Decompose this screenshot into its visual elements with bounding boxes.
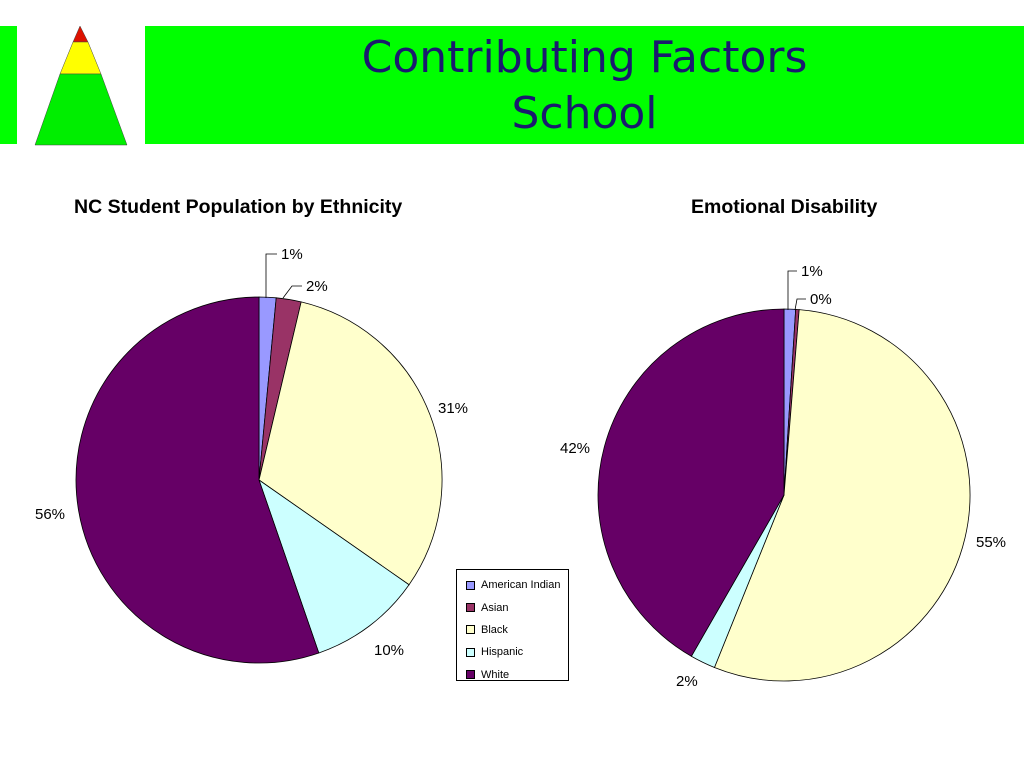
data-label-american-indian: 1% — [801, 263, 823, 280]
legend-swatch-white — [466, 670, 475, 680]
legend-label: American Indian — [481, 579, 561, 592]
legend-label: Asian — [481, 601, 509, 614]
legend-item: Hispanic — [457, 641, 568, 663]
leader-line-asian — [794, 298, 806, 311]
legend-label: Black — [481, 623, 508, 636]
leader-line-american-indian — [787, 270, 797, 310]
legend-swatch-hispanic — [466, 647, 475, 657]
pyramid-bottom-icon — [34, 73, 128, 146]
leader-line-american-indian — [265, 253, 277, 298]
data-label-asian: 0% — [810, 291, 832, 308]
pie-slice-black — [258, 301, 443, 586]
legend-item: Asian — [457, 596, 568, 618]
slide-title-line-2: School — [511, 88, 658, 139]
legend-item: Black — [457, 619, 568, 641]
legend-swatch-black — [466, 625, 475, 635]
pie-slice-white — [75, 296, 320, 664]
data-label-american-indian: 1% — [281, 246, 303, 263]
pie-slice-black — [713, 309, 971, 682]
legend-item: White — [457, 664, 568, 686]
header-band — [145, 26, 1024, 144]
legend-item: American Indian — [457, 574, 568, 596]
legend-label: White — [481, 668, 510, 681]
chart-title-emotional-disability: Emotional Disability — [691, 196, 878, 218]
leader-line-asian — [282, 285, 302, 299]
pie-slice-hispanic — [258, 478, 410, 654]
data-label-hispanic: 2% — [676, 673, 698, 690]
data-label-white: 56% — [35, 506, 65, 523]
chart-title-population: NC Student Population by Ethnicity — [74, 196, 403, 218]
legend-swatch-american-indian — [466, 580, 475, 590]
legend-swatch-asian — [466, 603, 475, 613]
slide-title: Contributing Factors School — [145, 30, 1024, 142]
data-label-hispanic: 10% — [374, 642, 404, 659]
data-label-black: 31% — [438, 400, 468, 417]
chart-legend: American Indian Asian Black Hispanic Whi… — [456, 569, 569, 681]
data-label-white: 42% — [560, 440, 590, 457]
data-label-asian: 2% — [306, 278, 328, 295]
header-band-left — [0, 26, 17, 144]
legend-label: Hispanic — [481, 646, 524, 659]
slide-title-line-1: Contributing Factors — [361, 32, 808, 83]
pie-slice-white — [597, 308, 785, 657]
pyramid-logo-icon — [34, 25, 128, 146]
data-label-black: 55% — [976, 534, 1006, 551]
